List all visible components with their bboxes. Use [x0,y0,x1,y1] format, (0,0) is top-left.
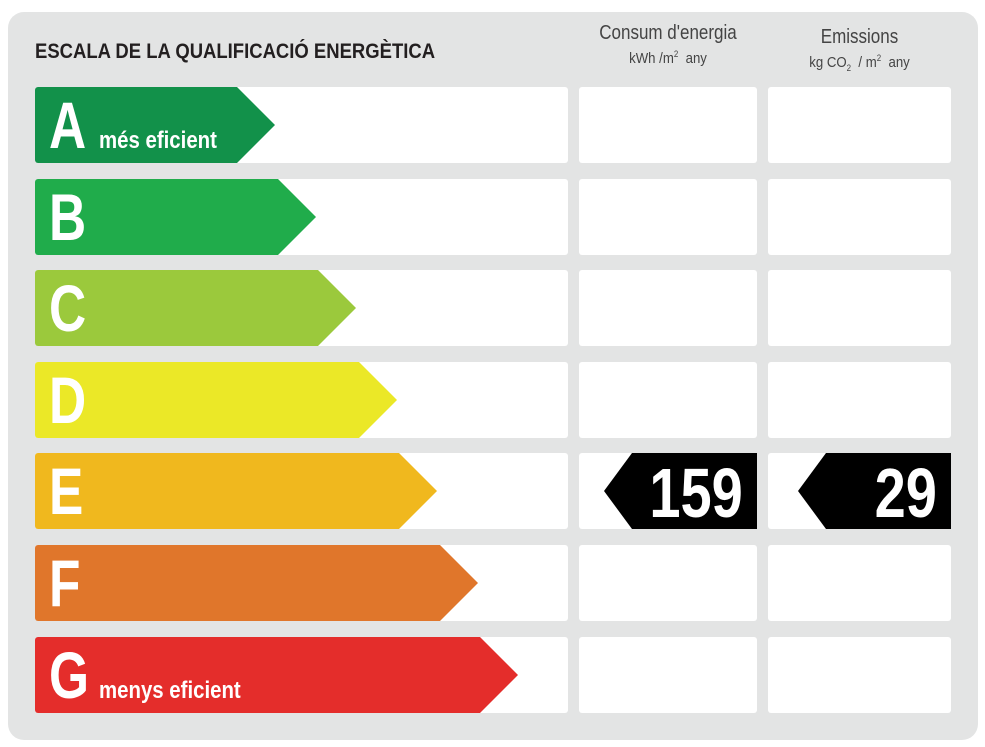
energy-column-header: Consum d'energia kWh /m2 any [579,22,757,67]
class-letter: E [49,454,84,528]
marker-arrow-shape [798,453,951,529]
unit-sub: 2 [846,63,852,73]
energy-cell [579,637,757,713]
label-title: ESCALA DE LA QUALIFICACIÓ ENERGÈTICA [35,40,436,63]
energy-column-title: Consum d'energia [599,22,737,44]
emissions-cell [768,270,951,346]
class-letter: A [49,88,87,162]
emissions-column-header: Emissions kg CO2 / m2 any [768,26,951,73]
unit-suffix: any [685,50,707,67]
emissions-rating-marker: 29 [798,453,951,532]
class-arrow-b: B [35,179,316,255]
energy-value: 159 [649,454,743,532]
unit-exp: 2 [876,53,882,63]
energy-cell [579,179,757,255]
unit-suffix: any [888,54,910,71]
class-letter: F [49,546,81,620]
emissions-cell [768,362,951,438]
energy-rating-marker: 159 [604,453,757,532]
unit-text: kg CO [809,54,847,71]
unit-text: kWh /m [629,50,674,67]
energy-cell [579,270,757,346]
emissions-cell [768,179,951,255]
class-arrow-e: E [35,453,437,529]
energy-cell [579,545,757,621]
unit-exp: 2 [673,49,679,59]
class-arrow-f: F [35,545,478,621]
class-caption: menys eficient [99,677,241,704]
marker-arrow-shape [604,453,757,529]
energy-column-unit: kWh /m2 any [590,49,747,67]
class-letter: C [49,271,87,345]
emissions-cell [768,545,951,621]
class-letter: D [49,363,87,437]
emissions-column-title: Emissions [820,26,899,48]
emissions-value: 29 [874,454,937,532]
class-letter: B [49,180,87,254]
energy-cell [579,362,757,438]
emissions-cell [768,87,951,163]
energy-cell [579,87,757,163]
unit-mid: / m [858,54,877,71]
class-caption: més eficient [99,127,217,154]
emissions-column-unit: kg CO2 / m2 any [779,53,940,73]
emissions-cell [768,637,951,713]
class-arrow-c: C [35,270,356,346]
class-arrow-d: D [35,362,397,438]
class-letter: G [49,638,90,712]
